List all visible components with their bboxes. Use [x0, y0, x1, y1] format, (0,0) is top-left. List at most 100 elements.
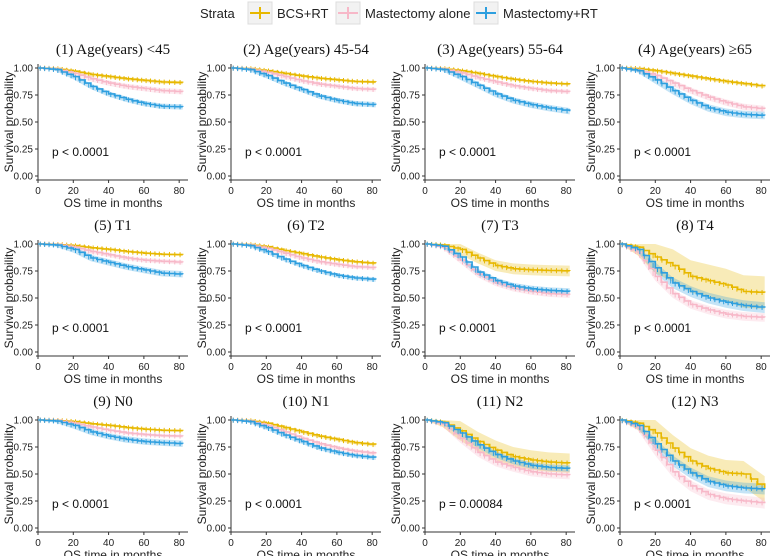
- y-tick-label: 0.50: [14, 470, 34, 481]
- ci-band-mastectomy-rt: [231, 420, 376, 460]
- ci-band-mastectomy-rt: [38, 68, 183, 110]
- x-tick-label: 20: [68, 538, 80, 549]
- x-tick-label: 40: [490, 186, 502, 197]
- y-axis-label: Survival probability: [195, 248, 209, 349]
- x-tick-label: 0: [617, 538, 623, 549]
- panel-title: (5) T1: [94, 218, 132, 234]
- y-tick-label: 0.75: [207, 443, 227, 454]
- y-tick-label: 0.75: [596, 267, 616, 278]
- y-tick-label: 0.75: [14, 443, 34, 454]
- x-tick-label: 0: [422, 538, 428, 549]
- x-tick-label: 0: [35, 186, 41, 197]
- p-value: p < 0.0001: [439, 145, 496, 159]
- p-value: p < 0.0001: [52, 497, 109, 511]
- panel-title: (10) N1: [282, 394, 329, 410]
- y-axis-label: Survival probability: [2, 248, 16, 349]
- x-tick-label: 0: [35, 362, 41, 373]
- x-axis-label: OS time in months: [646, 372, 745, 386]
- x-tick-label: 80: [367, 186, 379, 197]
- ci-band-mastectomy-rt: [620, 68, 765, 120]
- panel-4: (4) Age(years) ≥65 0.00 0.25 0.50 0.75 1.00 0 2…: [584, 42, 770, 210]
- y-tick-label: 1.00: [596, 64, 616, 75]
- y-tick-label: 0.00: [401, 172, 421, 183]
- y-tick-label: 0.00: [207, 348, 227, 359]
- x-tick-label: 60: [138, 186, 150, 197]
- x-tick-label: 60: [138, 362, 150, 373]
- y-tick-label: 0.00: [14, 172, 34, 183]
- x-tick-label: 20: [261, 186, 273, 197]
- x-tick-label: 0: [228, 186, 234, 197]
- x-axis-label: OS time in months: [646, 196, 745, 210]
- y-tick-label: 1.00: [596, 240, 616, 251]
- panel-6: (6) T2 0.00 0.25 0.50 0.75 1.00 0 20 40 60 80 OS ti…: [195, 218, 381, 386]
- x-tick-label: 80: [561, 362, 573, 373]
- x-tick-label: 20: [455, 186, 467, 197]
- y-tick-label: 0.75: [401, 267, 421, 278]
- y-tick-label: 0.50: [401, 470, 421, 481]
- y-tick-label: 1.00: [14, 64, 34, 75]
- x-axis-label: OS time in months: [451, 548, 550, 556]
- y-tick-label: 0.00: [14, 524, 34, 535]
- y-tick-label: 0.00: [207, 172, 227, 183]
- survival-curve-mastectomy-rt: [38, 243, 184, 275]
- y-axis-label: Survival probability: [389, 248, 403, 349]
- x-tick-label: 20: [68, 186, 80, 197]
- survival-curve-mastectomy-rt: [231, 419, 377, 458]
- y-tick-label: 0.50: [401, 294, 421, 305]
- y-tick-label: 0.25: [14, 497, 34, 508]
- panel-1: (1) Age(years) <45 0.00 0.25 0.50 0.75 1.00 0 2…: [2, 42, 188, 210]
- x-tick-label: 20: [261, 538, 273, 549]
- legend-label-mastectomy-rt: Mastectomy+RT: [503, 6, 598, 21]
- y-axis-label: Survival probability: [389, 424, 403, 525]
- x-tick-label: 60: [138, 538, 150, 549]
- x-tick-label: 20: [650, 362, 662, 373]
- panel-title: (9) N0: [93, 394, 133, 410]
- x-tick-label: 60: [525, 186, 537, 197]
- p-value: p < 0.0001: [634, 145, 691, 159]
- ci-band-mastectomy-rt: [231, 244, 376, 282]
- p-value: p < 0.0001: [52, 321, 109, 335]
- y-tick-label: 0.00: [14, 348, 34, 359]
- x-tick-label: 60: [525, 538, 537, 549]
- y-tick-label: 1.00: [14, 240, 34, 251]
- survival-curve-mastectomy-rt: [425, 67, 571, 112]
- y-tick-label: 1.00: [207, 416, 227, 427]
- y-tick-label: 1.00: [596, 416, 616, 427]
- x-tick-label: 0: [617, 186, 623, 197]
- x-tick-label: 40: [490, 362, 502, 373]
- survival-curve-bcs-rt: [620, 67, 766, 87]
- y-tick-label: 0.25: [596, 321, 616, 332]
- panel-title: (12) N3: [671, 394, 718, 410]
- x-tick-label: 80: [174, 362, 186, 373]
- y-axis-label: Survival probability: [584, 72, 598, 173]
- panel-10: (10) N1 0.00 0.25 0.50 0.75 1.00 0 20 40 60 80 OS t…: [195, 394, 381, 556]
- p-value: p < 0.0001: [52, 145, 109, 159]
- survival-curve-mastectomy-alone: [620, 419, 766, 504]
- x-axis-label: OS time in months: [64, 372, 163, 386]
- p-value: p < 0.0001: [245, 145, 302, 159]
- ci-band-mastectomy-rt: [231, 68, 376, 108]
- x-axis-label: OS time in months: [646, 548, 745, 556]
- y-axis-label: Survival probability: [2, 72, 16, 173]
- panel-7: (7) T3 0.00 0.25 0.50 0.75 1.00 0 20 40 60 80 OS ti…: [389, 218, 575, 386]
- y-tick-label: 0.25: [401, 497, 421, 508]
- legend-label-bcs-rt: BCS+RT: [277, 6, 328, 21]
- x-axis-label: OS time in months: [257, 196, 356, 210]
- x-axis-label: OS time in months: [257, 372, 356, 386]
- legend-label-mastectomy-alone: Mastectomy alone: [365, 6, 471, 21]
- y-tick-label: 0.25: [14, 145, 34, 156]
- y-tick-label: 0.50: [207, 470, 227, 481]
- x-tick-label: 80: [756, 186, 768, 197]
- y-tick-label: 0.00: [596, 524, 616, 535]
- x-tick-label: 0: [422, 186, 428, 197]
- x-tick-label: 80: [367, 362, 379, 373]
- x-tick-label: 60: [720, 362, 732, 373]
- panel-9: (9) N0 0.00 0.25 0.50 0.75 1.00 0 20 40 60 80 OS ti…: [2, 394, 188, 556]
- survival-curve-mastectomy-rt: [425, 243, 571, 292]
- y-tick-label: 0.50: [596, 118, 616, 129]
- survival-curve-mastectomy-alone: [620, 243, 766, 318]
- legend-title: Strata: [200, 6, 235, 21]
- x-tick-label: 40: [103, 362, 115, 373]
- y-tick-label: 0.25: [401, 145, 421, 156]
